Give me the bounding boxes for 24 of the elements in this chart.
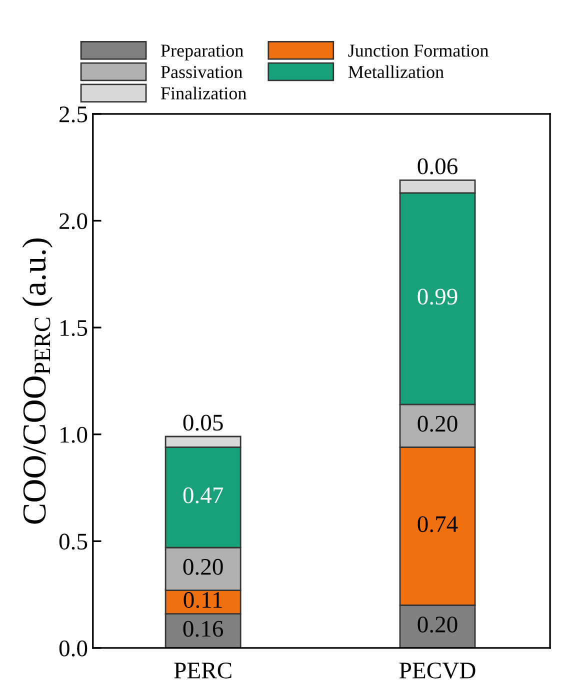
legend-label: Preparation (161, 44, 244, 60)
legend-label: Finalization (161, 86, 246, 100)
data-label: 0.11 (184, 592, 222, 608)
data-label: 0.20 (418, 616, 458, 633)
x-tick-label: PERC (174, 662, 232, 678)
data-label: 0.05 (183, 414, 223, 431)
legend-label: Junction Formation (348, 44, 488, 57)
y-axis-title: COO/COO$_{PERC}$ (a.u.) (22, 238, 53, 524)
y-tick-label: 1.0 (60, 426, 88, 443)
legend-label: Passivation (161, 66, 242, 78)
data-label: 0.20 (418, 416, 458, 432)
data-label: 0.06 (418, 158, 458, 174)
data-label: 0.16 (183, 620, 224, 637)
data-label: 0.74 (418, 516, 458, 532)
x-tick-label: PECVD (399, 662, 476, 679)
y-tick-label: 1.5 (60, 320, 88, 336)
data-label: 0.20 (183, 558, 223, 575)
y-tick-label: 2.0 (60, 213, 88, 230)
data-label: 0.47 (183, 487, 224, 504)
legend-label: Metallization (348, 65, 444, 78)
data-label: 0.99 (418, 288, 458, 305)
y-tick-label: 2.5 (60, 106, 88, 122)
y-tick-label: 0.0 (59, 640, 88, 656)
y-tick-label: 0.5 (59, 534, 88, 550)
